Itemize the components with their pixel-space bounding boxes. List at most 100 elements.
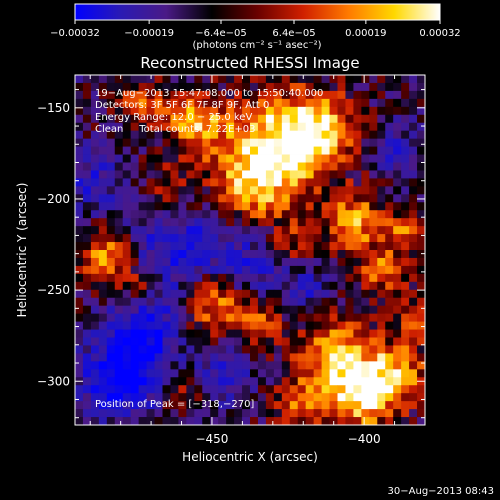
heatmap-cell [75,234,84,243]
colorbar-tick-label: 0.00032 [419,28,460,39]
heatmap-cell [146,98,155,108]
heatmap-cell [146,353,155,362]
heatmap-cell [75,321,84,330]
heatmap-cell [210,281,219,291]
heatmap-cell [305,345,315,354]
heatmap-cell [82,122,92,132]
heatmap-cell [90,210,100,219]
heatmap-cell [98,242,108,251]
heatmap-cell [218,130,227,140]
heatmap-cell [218,194,227,203]
heatmap-cell [90,226,100,235]
heatmap-cell [250,329,259,338]
heatmap-cell [170,417,179,425]
heatmap-cell [265,345,275,354]
heatmap-cell [98,305,108,315]
heatmap-cell [186,234,195,243]
heatmap-cell [218,234,227,243]
heatmap-cell [114,265,124,275]
heatmap-cell [281,194,291,203]
heatmap-cell [353,130,362,140]
heatmap-cell [226,353,235,362]
heatmap-cell [226,265,235,275]
heatmap-cell [313,369,322,378]
heatmap-cell [194,345,203,354]
heatmap-cell [226,162,235,171]
heatmap-cell [345,234,354,243]
heatmap-cell [305,82,315,92]
heatmap-cell [90,218,100,227]
heatmap-cell [154,337,163,346]
heatmap-cell [305,162,315,171]
heatmap-cell [186,361,195,370]
heatmap-cell [281,409,291,418]
heatmap-cell [170,242,179,251]
heatmap-cell [162,130,171,140]
heatmap-cell [250,337,259,346]
heatmap-cell [257,178,267,187]
heatmap-cell [242,218,251,227]
heatmap-cell [178,106,187,116]
heatmap-cell [337,401,346,410]
heatmap-cell [106,106,116,116]
heatmap-cell [106,250,116,259]
heatmap-cell [82,178,92,187]
heatmap-cell [313,281,322,291]
heatmap-cell [146,289,155,299]
heatmap-cell [154,393,163,402]
heatmap-cell [75,138,84,147]
heatmap-cell [257,242,267,251]
heatmap-cell [345,321,354,330]
heatmap-cell [281,122,291,132]
heatmap-cell [409,194,418,203]
heatmap-cell [377,289,386,299]
heatmap-cell [130,218,140,227]
heatmap-cell [393,218,402,227]
heatmap-cell [273,377,283,386]
heatmap-cell [90,138,100,147]
heatmap-cell [409,242,418,251]
heatmap-cell [218,385,227,394]
heatmap-cell [385,75,394,84]
heatmap-cell [218,257,227,267]
heatmap-cell [178,353,187,362]
heatmap-cell [75,226,84,235]
heatmap-cell [329,377,338,386]
heatmap-cell [377,417,386,425]
heatmap-cell [130,162,140,171]
heatmap-cell [234,345,243,354]
heatmap-cell [297,146,307,155]
heatmap-cell [385,146,394,155]
heatmap-cell [281,337,291,346]
heatmap-cell [345,210,354,219]
heatmap-cell [226,273,235,283]
heatmap-cell [297,305,307,315]
heatmap-cell [385,305,394,315]
heatmap-cell [417,234,425,243]
heatmap-cell [353,234,362,243]
heatmap-cell [385,170,394,179]
heatmap-cell [265,98,275,108]
heatmap-cell [178,138,187,147]
heatmap-cell [353,305,362,315]
heatmap-cell [353,218,362,227]
heatmap-cell [218,82,227,92]
heatmap-cell [265,90,275,100]
heatmap-cell [170,273,179,283]
colorbar-ticks: −0.00032 −0.00019 −6.4e−05 6.4e−05 0.00019 0.… [50,20,461,39]
heatmap-cell [130,114,140,124]
heatmap-cell [194,385,203,394]
heatmap-cell [202,250,211,259]
heatmap-cell [162,313,171,322]
heatmap-cell [393,82,402,92]
heatmap-cell [90,106,100,116]
heatmap-cell [106,98,116,108]
heatmap-cell [138,82,147,92]
heatmap-cell [250,385,259,394]
heatmap-cell [154,82,163,92]
heatmap-cell [130,122,140,132]
heatmap-cell [353,162,362,171]
heatmap-cell [377,138,386,147]
heatmap-cell [226,226,235,235]
heatmap-cell [162,401,171,410]
